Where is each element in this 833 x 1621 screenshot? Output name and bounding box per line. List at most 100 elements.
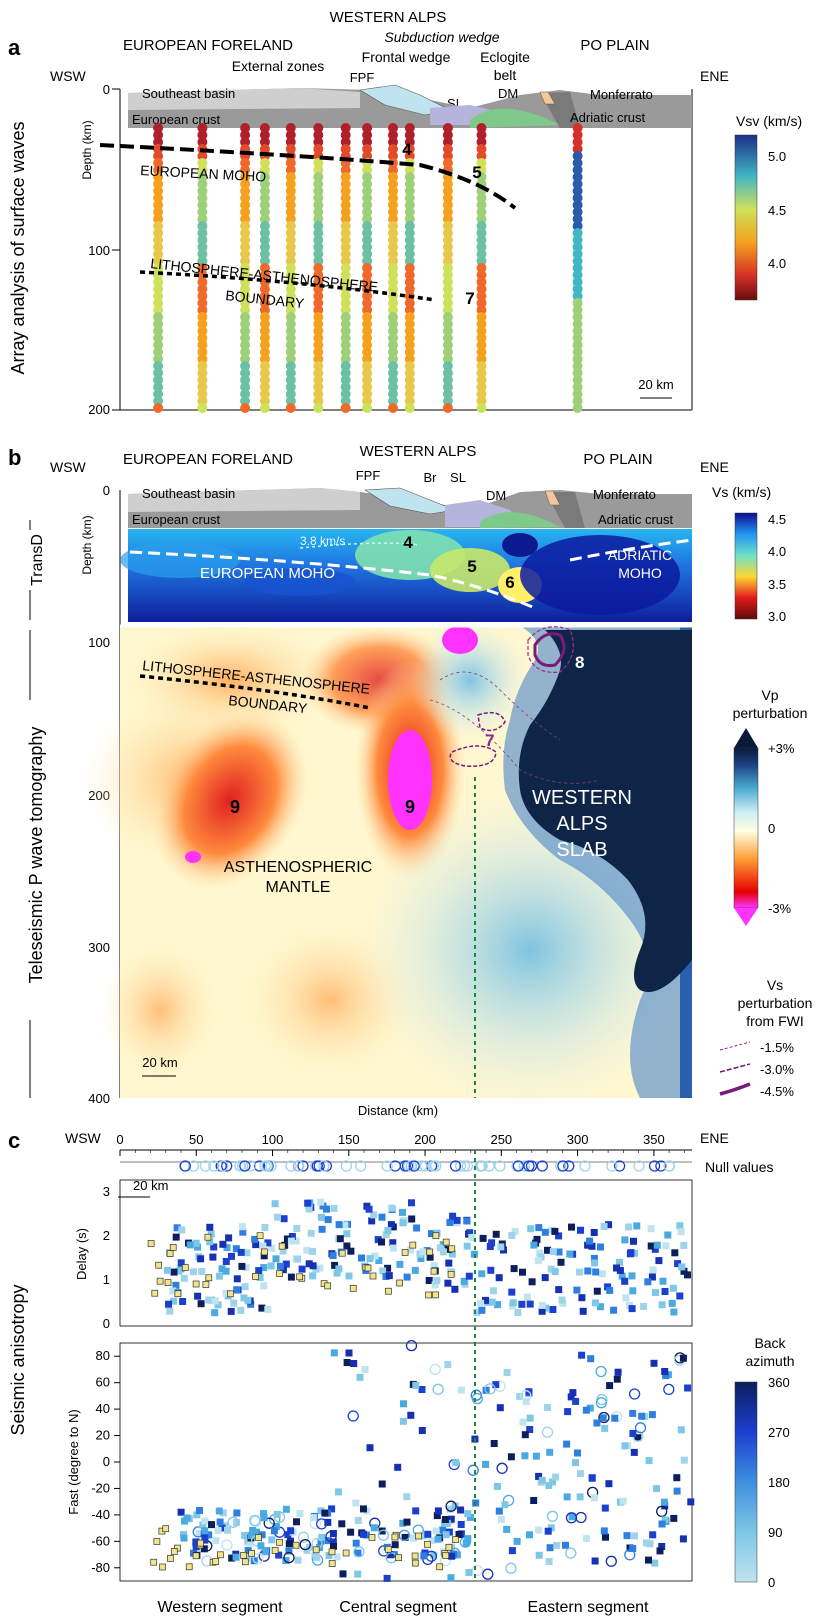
- fast-point: [394, 1463, 402, 1471]
- vsv-profile-dot: [362, 305, 373, 315]
- vsv-profile-dot: [404, 144, 415, 154]
- vsv-profile-dot: [259, 144, 270, 154]
- vsv-profile-dot: [313, 368, 324, 378]
- vsv-profile-dot: [340, 130, 351, 140]
- delay-point: [482, 1296, 489, 1304]
- null-value-marker: [187, 1160, 200, 1172]
- vsv-profile-dot: [442, 144, 453, 154]
- fast-point-highlight: [424, 1541, 431, 1548]
- vs-colorbar-title: Vs (km/s): [712, 484, 771, 500]
- vsv-profile-dot: [340, 305, 351, 315]
- fast-point: [335, 1488, 342, 1496]
- fast-tick-label: 20: [96, 1428, 110, 1443]
- vsv-profile-dot: [340, 312, 351, 322]
- panel-b-european-moho-line: [129, 550, 536, 610]
- delay-point: [371, 1252, 379, 1260]
- label-european-foreland: EUROPEAN FORELAND: [123, 37, 293, 54]
- delay-point: [538, 1307, 546, 1315]
- vsv-profile-dot: [153, 214, 164, 224]
- vsv-profile-dot: [572, 228, 583, 238]
- vsv-profile-dot: [240, 249, 251, 259]
- null-value-marker: [381, 1160, 393, 1172]
- delay-point: [488, 1298, 496, 1306]
- fast-point: [352, 1499, 360, 1507]
- delay-point: [478, 1270, 486, 1278]
- vsv-profile-dot: [362, 193, 373, 203]
- vsv-profile-dot: [388, 361, 398, 371]
- fast-point: [285, 1540, 293, 1548]
- vsv-profile-dot: [362, 249, 373, 259]
- fast-null-like-point: [505, 1562, 517, 1574]
- fast-point: [562, 1541, 569, 1549]
- delay-point: [428, 1230, 435, 1238]
- null-value-marker: [311, 1160, 323, 1172]
- delay-point: [222, 1258, 230, 1265]
- fast-point: [318, 1533, 326, 1541]
- vsv-profile-dot: [240, 340, 251, 350]
- vsv-profile-dot: [362, 256, 373, 266]
- fast-point: [544, 1527, 552, 1535]
- null-value-marker: [525, 1160, 538, 1172]
- vsv-profile-dot: [259, 256, 270, 266]
- delay-point: [495, 1274, 503, 1282]
- delay-point: [396, 1260, 404, 1268]
- vsv-profile-dot: [240, 403, 251, 413]
- fast-point-highlight: [328, 1548, 336, 1556]
- delay-point: [555, 1232, 563, 1240]
- fast-point: [680, 1456, 688, 1464]
- delay-point: [298, 1265, 306, 1273]
- vsv-profile-dot: [285, 172, 296, 182]
- fast-null-like-point: [605, 1555, 617, 1567]
- vsv-profile-dot: [240, 256, 251, 266]
- panel-a-colorbar-title: Vsv (km/s): [736, 113, 802, 129]
- fast-point: [522, 1398, 530, 1406]
- fast-point: [199, 1521, 207, 1529]
- delay-point: [661, 1288, 669, 1295]
- vsv-profile-dot: [404, 151, 415, 161]
- fast-null-like-point: [565, 1512, 578, 1524]
- delay-point: [259, 1242, 267, 1250]
- vsv-profile-dot: [442, 158, 453, 168]
- delay-point: [319, 1202, 327, 1210]
- vsv-profile-dot: [340, 172, 351, 182]
- baz-title-1: Back: [754, 1335, 786, 1351]
- fast-null-like-point: [445, 1500, 457, 1512]
- delay-point: [558, 1296, 566, 1304]
- panel-b-ytick-0: 0: [103, 483, 110, 498]
- vsv-profile-dot: [572, 403, 583, 413]
- vsv-profile-dot: [362, 340, 373, 350]
- fast-point: [268, 1536, 276, 1544]
- null-value-marker: [663, 1160, 675, 1172]
- vsv-profile-dot: [240, 382, 251, 392]
- fast-point: [508, 1547, 516, 1555]
- vsv-profile-dot: [404, 228, 415, 238]
- delay-point: [304, 1199, 312, 1207]
- vsv-profile-dot: [362, 277, 373, 287]
- vsv-profile-dot: [153, 333, 164, 343]
- delay-point: [366, 1255, 374, 1263]
- delay-point: [549, 1248, 557, 1256]
- delay-point: [648, 1273, 656, 1281]
- vsv-profile-dot: [362, 214, 373, 224]
- vsv-profile-dot: [362, 389, 373, 399]
- delay-point: [330, 1205, 338, 1212]
- delay-point: [219, 1240, 227, 1248]
- vsv-profile-dot: [153, 326, 164, 336]
- vsv-profile-dot: [340, 137, 351, 147]
- vsv-profile-dot: [259, 242, 270, 252]
- vsv-profile-dot: [313, 207, 324, 217]
- vsv-profile-dot: [476, 242, 487, 252]
- vsv-profiles: [153, 123, 583, 413]
- null-value-marker: [633, 1160, 645, 1172]
- delay-point: [258, 1304, 266, 1312]
- delay-point: [318, 1225, 326, 1233]
- baz-title-2: azimuth: [745, 1353, 794, 1369]
- fast-point: [262, 1547, 270, 1555]
- panel-c-ene: ENE: [700, 1130, 729, 1146]
- delay-point-highlight: [409, 1241, 417, 1249]
- vsv-profile-dot: [240, 172, 251, 182]
- vsv-profile-dot: [285, 221, 296, 231]
- delay-point: [621, 1277, 629, 1285]
- vsv-profile-dot: [388, 242, 398, 252]
